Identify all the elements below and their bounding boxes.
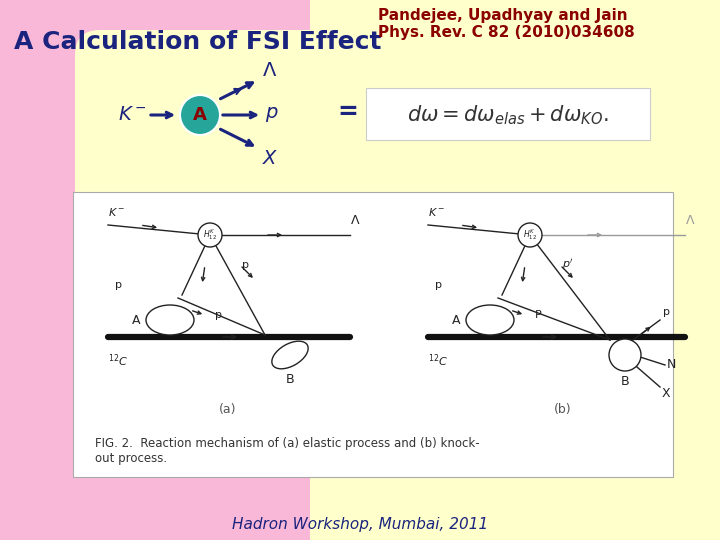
Text: $p$: $p$ (265, 105, 279, 125)
Text: Pandejee, Upadhyay and Jain: Pandejee, Upadhyay and Jain (378, 8, 628, 23)
Text: P: P (535, 310, 541, 320)
Circle shape (180, 95, 220, 135)
Text: $X$: $X$ (262, 148, 279, 167)
FancyBboxPatch shape (366, 88, 650, 140)
Text: p: p (115, 280, 122, 290)
Text: $\Lambda$: $\Lambda$ (685, 213, 696, 226)
Text: =: = (338, 100, 359, 124)
Text: A: A (193, 106, 207, 124)
Text: p: p (242, 260, 249, 270)
Text: $d\omega = d\omega_{elas} + d\omega_{KO}.$: $d\omega = d\omega_{elas} + d\omega_{KO}… (407, 103, 609, 127)
Text: A Calculation of FSI Effect: A Calculation of FSI Effect (14, 30, 382, 54)
Ellipse shape (609, 339, 641, 371)
Text: B: B (621, 375, 629, 388)
Bar (73, 192, 673, 477)
Text: $H_{12}^K$: $H_{12}^K$ (203, 227, 217, 242)
FancyBboxPatch shape (75, 30, 425, 240)
Text: $\Lambda$: $\Lambda$ (350, 213, 361, 226)
Text: $H_{12}^K$: $H_{12}^K$ (523, 227, 537, 242)
Ellipse shape (146, 305, 194, 335)
Text: A: A (451, 314, 460, 327)
Text: B: B (286, 373, 294, 386)
Text: p: p (435, 280, 442, 290)
Text: p: p (215, 310, 222, 320)
Text: Phys. Rev. C 82 (2010)034608: Phys. Rev. C 82 (2010)034608 (378, 25, 635, 40)
Circle shape (518, 223, 542, 247)
Text: Hadron Workshop, Mumbai, 2011: Hadron Workshop, Mumbai, 2011 (232, 517, 488, 532)
Text: (b): (b) (554, 403, 572, 416)
Text: $K^-$: $K^-$ (118, 105, 147, 125)
Text: out process.: out process. (95, 452, 167, 465)
Bar (310, 0, 720, 540)
Ellipse shape (272, 341, 308, 369)
Text: FIG. 2.  Reaction mechanism of (a) elastic process and (b) knock-: FIG. 2. Reaction mechanism of (a) elasti… (95, 437, 480, 450)
Text: p: p (663, 307, 670, 317)
Circle shape (198, 223, 222, 247)
Text: $p'$: $p'$ (562, 258, 574, 273)
Text: $K^-$: $K^-$ (428, 206, 445, 218)
Text: X: X (662, 387, 670, 400)
Text: $K^-$: $K^-$ (108, 206, 125, 218)
Text: $^{12}C$: $^{12}C$ (108, 352, 128, 369)
Text: A: A (132, 314, 140, 327)
Ellipse shape (466, 305, 514, 335)
Text: N: N (667, 359, 676, 372)
Text: $\Lambda$: $\Lambda$ (262, 60, 277, 79)
Text: $^{12}C$: $^{12}C$ (428, 352, 448, 369)
Text: (a): (a) (220, 403, 237, 416)
